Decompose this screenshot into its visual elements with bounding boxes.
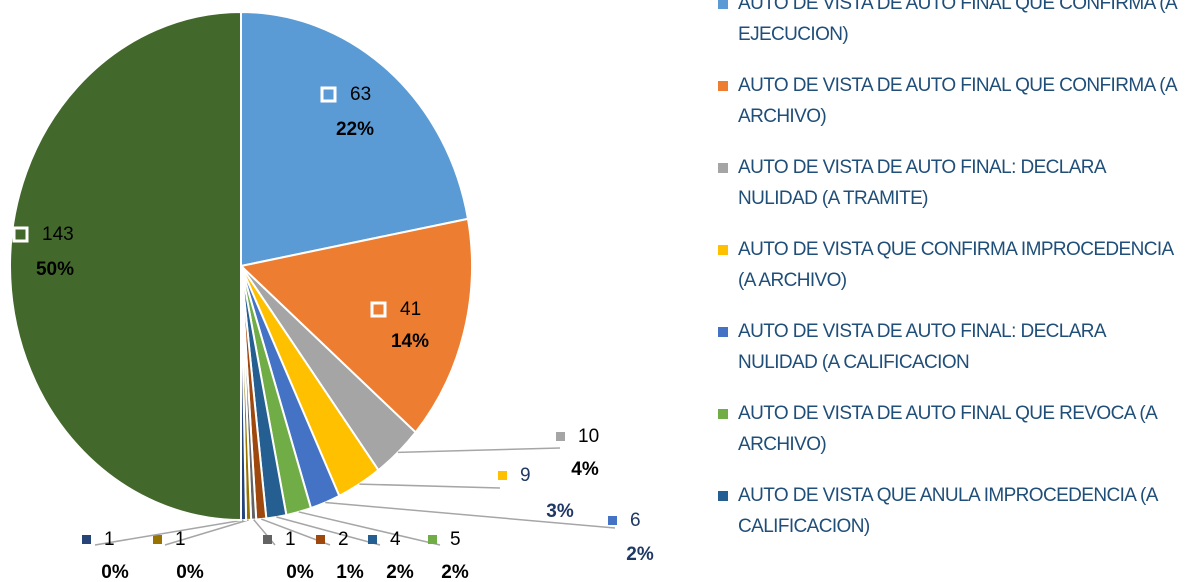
leader-line <box>359 483 501 489</box>
data-label: 10 <box>578 426 599 447</box>
legend-label: AUTO DE VISTA DE AUTO FINAL: DECLARA NUL… <box>738 321 1106 373</box>
label-marker <box>153 535 162 544</box>
legend-item: AUTO DE VISTA QUE CONFIRMA IMPROCEDENCIA… <box>718 234 1188 316</box>
legend-label: AUTO DE VISTA QUE CONFIRMA IMPROCEDENCIA… <box>738 239 1173 291</box>
data-label: 41 <box>400 299 421 320</box>
percent-label: 14% <box>391 331 429 352</box>
legend-swatch <box>718 0 728 9</box>
legend-item: AUTO DE VISTA DE AUTO FINAL: DECLARA NUL… <box>718 316 1188 398</box>
data-label: 1 <box>104 529 115 550</box>
pie-slice <box>9 10 242 522</box>
legend-swatch <box>718 245 728 255</box>
label-marker <box>82 535 91 544</box>
label-marker <box>368 535 377 544</box>
data-label: 5 <box>450 529 461 550</box>
percent-label: 2% <box>386 562 414 582</box>
percent-label: 1% <box>336 562 364 582</box>
pie-slice <box>240 10 470 268</box>
legend-swatch <box>718 491 728 501</box>
legend-swatch <box>718 409 728 419</box>
percent-label: 22% <box>336 119 374 140</box>
label-marker <box>263 535 272 544</box>
data-label: 2 <box>338 529 349 550</box>
leader-line <box>276 516 381 546</box>
legend-label: AUTO DE VISTA DE AUTO FINAL QUE CONFIRMA… <box>738 0 1177 45</box>
label-marker <box>556 432 565 441</box>
leader-line <box>325 501 616 529</box>
label-marker <box>370 301 387 318</box>
leader-line <box>397 447 561 454</box>
percent-label: 3% <box>546 501 574 522</box>
label-marker <box>320 86 337 103</box>
chart: 63 22% 41 14% 10 4% 9 3% 6 2% 5 2% 4 2% 2 1% 1 0% 1 0% 1 0% 14… <box>9 10 654 582</box>
percent-label: 0% <box>176 562 204 582</box>
legend-item: AUTO DE VISTA DE AUTO FINAL QUE CONFIRMA… <box>718 70 1188 152</box>
leader-line <box>298 511 441 546</box>
legend: AUTO DE VISTA DE AUTO FINAL QUE CONFIRMA… <box>718 0 1188 562</box>
legend-label: AUTO DE VISTA DE AUTO FINAL QUE CONFIRMA… <box>738 75 1177 127</box>
data-label: 4 <box>390 529 401 550</box>
label-marker <box>316 535 325 544</box>
label-marker <box>498 471 507 480</box>
percent-label: 0% <box>101 562 129 582</box>
data-label: 63 <box>350 84 371 105</box>
percent-label: 2% <box>626 544 654 565</box>
legend-label: AUTO DE VISTA QUE ANULA IMPROCEDENCIA (A… <box>738 485 1157 537</box>
legend-item: AUTO DE VISTA DE AUTO FINAL: DECLARA NUL… <box>718 152 1188 234</box>
leader-line <box>94 519 244 546</box>
legend-swatch <box>718 327 728 337</box>
data-label: 6 <box>630 510 641 531</box>
legend-item: AUTO DE VISTA QUE ANULA IMPROCEDENCIA (A… <box>718 480 1188 562</box>
legend-label: AUTO DE VISTA DE AUTO FINAL QUE REVOCA (… <box>738 403 1157 455</box>
legend-swatch <box>718 163 728 173</box>
pie-slice <box>238 217 473 434</box>
label-marker <box>608 516 617 525</box>
percent-label: 0% <box>286 562 314 582</box>
data-label: 143 <box>42 224 74 245</box>
legend-item: AUTO DE VISTA DE AUTO FINAL QUE CONFIRMA… <box>718 0 1188 70</box>
percent-label: 2% <box>441 562 469 582</box>
leader-line <box>164 519 249 546</box>
data-label: 1 <box>285 529 296 550</box>
percent-label: 50% <box>36 259 74 280</box>
data-label: 1 <box>175 529 186 550</box>
label-marker <box>12 226 29 243</box>
legend-swatch <box>718 81 728 91</box>
data-label: 9 <box>520 465 531 486</box>
label-marker <box>428 535 437 544</box>
legend-item: AUTO DE VISTA DE AUTO FINAL QUE REVOCA (… <box>718 398 1188 480</box>
legend-label: AUTO DE VISTA DE AUTO FINAL: DECLARA NUL… <box>738 157 1106 209</box>
percent-label: 4% <box>571 459 599 480</box>
